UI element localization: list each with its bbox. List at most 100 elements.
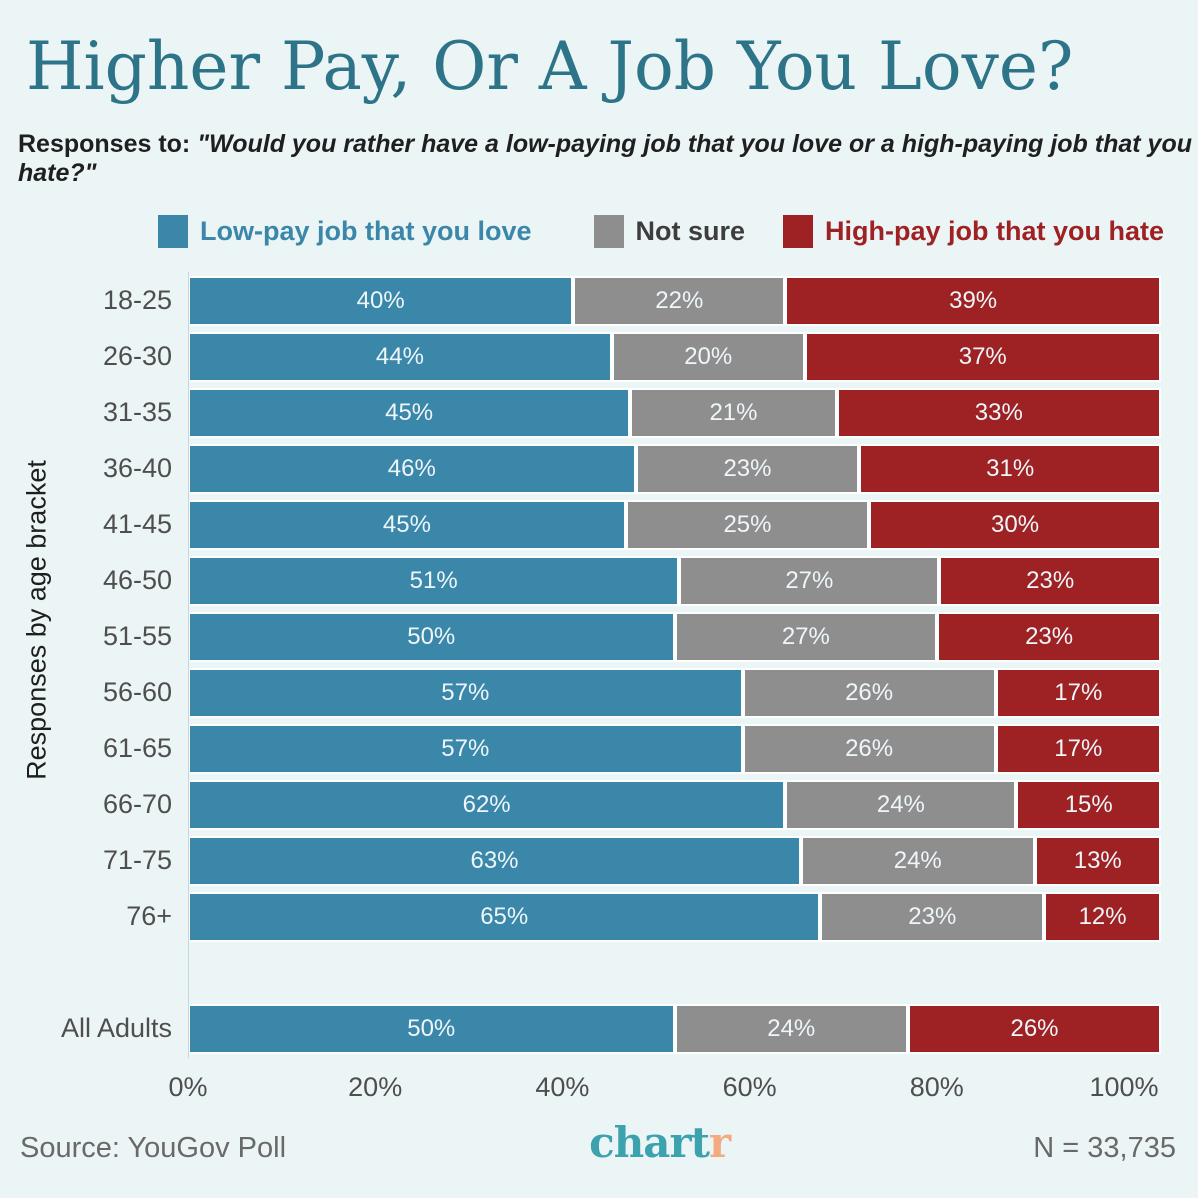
segment-low-pay-job-that-you-love: 57% (188, 723, 743, 774)
bar-row-31-35: 31-35 45% 21% 33% (0, 387, 1161, 438)
bar-row-71-75: 71-75 63% 24% 13% (0, 835, 1161, 886)
source-text: Source: YouGov Poll (20, 1131, 287, 1164)
category-label: 76+ (126, 901, 172, 932)
legend: Low-pay job that you love Not sure High-… (158, 214, 1198, 248)
x-tick-80pct: 80% (909, 1071, 964, 1102)
bar-rows: 18-25 40% 22% 39% 26-30 44% 20% 37% 31-35 45% 21% 3… (0, 271, 1161, 1058)
segment-low-pay-job-that-you-love: 44% (188, 331, 612, 382)
category-label: All Adults (60, 1013, 172, 1044)
segment-high-pay-job-that-you-hate: 30% (869, 499, 1161, 550)
segment-low-pay-job-that-you-love: 50% (188, 611, 675, 662)
stacked-bar: 50% 24% 26% (188, 1003, 1161, 1054)
segment-low-pay-job-that-you-love: 45% (188, 387, 631, 438)
category-label: 31-35 (102, 397, 172, 428)
y-axis-line (188, 271, 189, 1058)
stacked-bar: 45% 21% 33% (188, 387, 1161, 438)
legend-swatch-not-sure (593, 214, 624, 248)
segment-high-pay-job-that-you-hate: 17% (995, 723, 1161, 774)
footer: Source: YouGov Poll chartr N = 33,735 (0, 1108, 1198, 1167)
segment-not-sure: 21% (630, 387, 837, 438)
stacked-bar: 50% 27% 23% (188, 611, 1161, 662)
bar-row-66-70: 66-70 62% 24% 15% (0, 779, 1161, 830)
segment-high-pay-job-that-you-hate: 39% (785, 275, 1161, 326)
stacked-bar: 51% 27% 23% (188, 555, 1161, 606)
x-tick-100pct: 100% (1089, 1071, 1159, 1102)
category-label: 61-65 (102, 733, 172, 764)
segment-low-pay-job-that-you-love: 57% (188, 667, 743, 718)
segment-high-pay-job-that-you-hate: 23% (939, 555, 1161, 606)
stacked-bar: 62% 24% 15% (188, 779, 1161, 830)
legend-label-hate: High-pay job that you hate (825, 215, 1165, 246)
segment-high-pay-job-that-you-hate: 17% (995, 667, 1161, 718)
segment-high-pay-job-that-you-hate: 31% (859, 443, 1161, 494)
segment-not-sure: 25% (625, 499, 870, 550)
segment-high-pay-job-that-you-hate: 13% (1034, 835, 1161, 886)
category-label: 66-70 (102, 789, 172, 820)
segment-low-pay-job-that-you-love: 63% (188, 835, 801, 886)
bar-row-46-50: 46-50 51% 27% 23% (0, 555, 1161, 606)
legend-item-love: Low-pay job that you love (158, 214, 532, 248)
category-label: 51-55 (102, 621, 172, 652)
segment-not-sure: 27% (674, 611, 938, 662)
segment-low-pay-job-that-you-love: 51% (188, 555, 680, 606)
chartr-logo: chartr (589, 1117, 731, 1167)
segment-high-pay-job-that-you-hate: 37% (804, 331, 1161, 382)
segment-high-pay-job-that-you-hate: 15% (1016, 779, 1161, 830)
segment-high-pay-job-that-you-hate: 26% (908, 1003, 1161, 1054)
segment-not-sure: 26% (742, 723, 996, 774)
sample-size: N = 33,735 (1033, 1131, 1176, 1164)
stacked-bar: 40% 22% 39% (188, 275, 1161, 326)
legend-item-not-sure: Not sure (593, 214, 745, 248)
chartr-logo-chart: chart (589, 1117, 710, 1167)
segment-not-sure: 23% (820, 891, 1045, 942)
segment-low-pay-job-that-you-love: 62% (188, 779, 786, 830)
legend-label-love: Low-pay job that you love (200, 215, 532, 246)
bar-row-36-40: 36-40 46% 23% 31% (0, 443, 1161, 494)
bar-row-56-60: 56-60 57% 26% 17% (0, 667, 1161, 718)
category-label: 18-25 (102, 285, 172, 316)
segment-low-pay-job-that-you-love: 45% (188, 499, 626, 550)
subtitle-prefix: Responses to: (18, 129, 198, 158)
x-tick-40pct: 40% (535, 1071, 590, 1102)
stacked-bar: 44% 20% 37% (188, 331, 1161, 382)
bar-row-61-65: 61-65 57% 26% 17% (0, 723, 1161, 774)
x-tick-0pct: 0% (168, 1071, 208, 1102)
stacked-bar: 57% 26% 17% (188, 723, 1161, 774)
bar-row-26-30: 26-30 44% 20% 37% (0, 331, 1161, 382)
chartr-logo-r: r (709, 1117, 731, 1167)
bar-row-41-45: 41-45 45% 25% 30% (0, 499, 1161, 550)
stacked-bar-chart: 18-25 40% 22% 39% 26-30 44% 20% 37% 31-35 45% 21% 3… (0, 271, 1161, 1108)
segment-low-pay-job-that-you-love: 65% (188, 891, 821, 942)
category-label: 56-60 (102, 677, 172, 708)
category-label: 71-75 (102, 845, 172, 876)
category-label: 26-30 (102, 341, 172, 372)
bar-row-all-adults: All Adults 50% 24% 26% (0, 1003, 1161, 1054)
stacked-bar: 65% 23% 12% (188, 891, 1161, 942)
segment-not-sure: 20% (611, 331, 805, 382)
segment-not-sure: 23% (635, 443, 860, 494)
bar-row-18-25: 18-25 40% 22% 39% (0, 275, 1161, 326)
segment-high-pay-job-that-you-hate: 33% (836, 387, 1161, 438)
segment-low-pay-job-that-you-love: 46% (188, 443, 636, 494)
category-label: 36-40 (102, 453, 172, 484)
category-label: 41-45 (102, 509, 172, 540)
segment-low-pay-job-that-you-love: 40% (188, 275, 574, 326)
legend-swatch-love (158, 214, 188, 248)
segment-not-sure: 22% (573, 275, 786, 326)
x-tick-20pct: 20% (348, 1071, 403, 1102)
stacked-bar: 57% 26% 17% (188, 667, 1161, 718)
segment-not-sure: 24% (674, 1003, 909, 1054)
category-label: 46-50 (102, 565, 172, 596)
page-title: Higher Pay, Or A Job You Love? (26, 28, 1074, 105)
segment-not-sure: 24% (800, 835, 1035, 886)
segment-not-sure: 27% (679, 555, 940, 606)
segment-high-pay-job-that-you-hate: 12% (1044, 891, 1161, 942)
stacked-bar: 46% 23% 31% (188, 443, 1161, 494)
stacked-bar: 45% 25% 30% (188, 499, 1161, 550)
bar-row-76-: 76+ 65% 23% 12% (0, 891, 1161, 942)
x-axis: 0% 20% 40% 60% 80% 100% (168, 1071, 1158, 1108)
y-axis-title: Responses by age bracket (21, 460, 52, 780)
segment-not-sure: 26% (742, 667, 996, 718)
legend-item-hate: High-pay job that you hate (783, 214, 1165, 248)
